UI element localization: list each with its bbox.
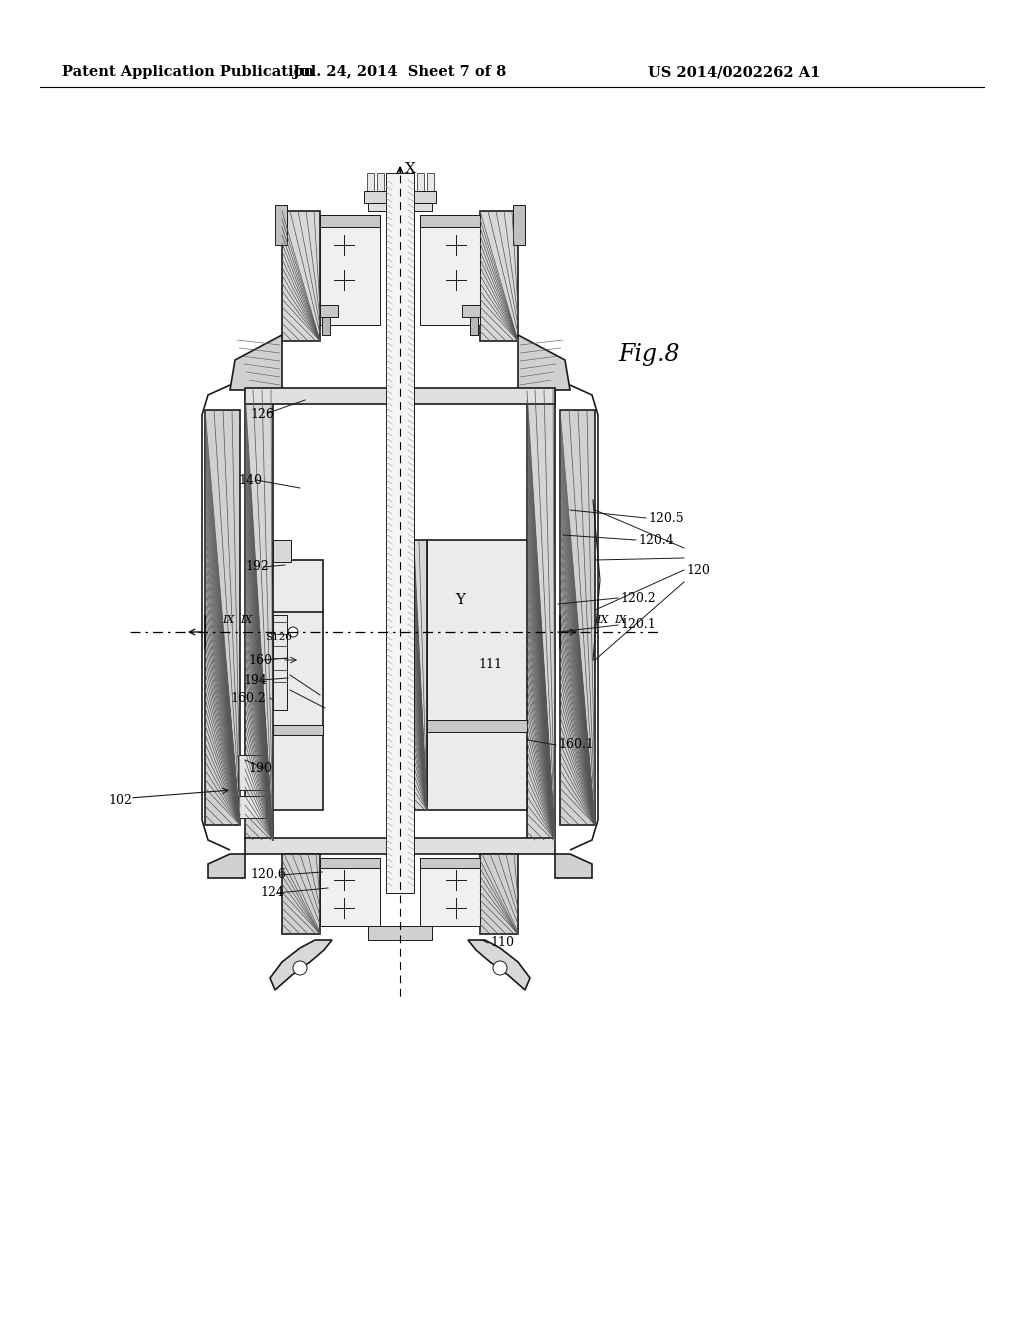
Bar bbox=[245, 388, 555, 404]
Bar bbox=[273, 615, 287, 710]
Text: US 2014/0202262 A1: US 2014/0202262 A1 bbox=[647, 65, 820, 79]
Bar bbox=[273, 560, 323, 612]
Bar bbox=[386, 173, 414, 894]
Bar bbox=[480, 211, 518, 341]
Polygon shape bbox=[230, 335, 282, 389]
Bar bbox=[397, 173, 404, 191]
Bar bbox=[480, 854, 518, 935]
Text: Patent Application Publication: Patent Application Publication bbox=[62, 65, 314, 79]
Text: 124: 124 bbox=[260, 887, 284, 899]
Text: 110: 110 bbox=[490, 936, 514, 949]
Bar bbox=[513, 205, 525, 246]
Bar bbox=[245, 838, 555, 854]
Bar bbox=[273, 610, 323, 810]
Bar bbox=[245, 389, 273, 840]
Text: 160.2: 160.2 bbox=[230, 692, 266, 705]
Bar bbox=[322, 315, 330, 335]
Polygon shape bbox=[208, 854, 245, 878]
Bar bbox=[364, 191, 436, 203]
Text: 111: 111 bbox=[478, 659, 502, 672]
Bar bbox=[205, 411, 240, 825]
Circle shape bbox=[288, 627, 298, 638]
Bar bbox=[275, 205, 287, 246]
Bar bbox=[414, 540, 427, 810]
Bar bbox=[319, 215, 380, 325]
Bar bbox=[282, 211, 319, 341]
Bar bbox=[427, 540, 527, 810]
Text: IX: IX bbox=[614, 615, 627, 624]
Bar bbox=[470, 315, 478, 335]
Bar bbox=[319, 305, 338, 317]
Bar bbox=[427, 719, 527, 733]
Text: 160: 160 bbox=[248, 653, 272, 667]
Bar bbox=[560, 411, 595, 825]
Polygon shape bbox=[270, 940, 332, 990]
Text: IX: IX bbox=[240, 615, 252, 624]
Text: 102: 102 bbox=[108, 793, 132, 807]
Text: Y: Y bbox=[455, 593, 465, 607]
Bar bbox=[368, 927, 432, 940]
Text: 120.1: 120.1 bbox=[620, 619, 655, 631]
Bar bbox=[238, 755, 266, 789]
Text: 160.1: 160.1 bbox=[558, 738, 594, 751]
Bar bbox=[420, 858, 480, 927]
Bar bbox=[238, 796, 266, 818]
Polygon shape bbox=[518, 335, 570, 389]
Text: Fig.8: Fig.8 bbox=[618, 343, 680, 367]
Text: 120.4: 120.4 bbox=[638, 533, 674, 546]
Bar bbox=[368, 203, 432, 211]
Text: 120.5: 120.5 bbox=[648, 511, 684, 524]
Bar bbox=[427, 173, 434, 191]
Text: 140: 140 bbox=[238, 474, 262, 487]
Text: IX: IX bbox=[222, 615, 234, 624]
Bar bbox=[462, 305, 480, 317]
Bar bbox=[420, 858, 480, 869]
Bar bbox=[407, 173, 414, 191]
Text: S120: S120 bbox=[265, 632, 292, 642]
Bar bbox=[417, 173, 424, 191]
Bar bbox=[527, 389, 555, 840]
Bar bbox=[420, 215, 480, 227]
Text: 192: 192 bbox=[245, 561, 268, 573]
Text: Jul. 24, 2014  Sheet 7 of 8: Jul. 24, 2014 Sheet 7 of 8 bbox=[293, 65, 507, 79]
Bar bbox=[273, 540, 291, 562]
Text: 190: 190 bbox=[248, 762, 272, 775]
Text: IX: IX bbox=[596, 615, 608, 624]
Polygon shape bbox=[468, 940, 530, 990]
Bar bbox=[377, 173, 384, 191]
Bar bbox=[273, 725, 323, 735]
Text: 194: 194 bbox=[243, 673, 267, 686]
Text: 120.6: 120.6 bbox=[250, 869, 286, 882]
Text: 120.2: 120.2 bbox=[620, 591, 655, 605]
Bar bbox=[420, 215, 480, 325]
Bar bbox=[282, 854, 319, 935]
Polygon shape bbox=[555, 854, 592, 878]
Bar bbox=[319, 215, 380, 227]
Text: 126: 126 bbox=[250, 408, 273, 421]
Bar bbox=[319, 858, 380, 869]
Bar bbox=[319, 858, 380, 927]
Bar bbox=[387, 173, 394, 191]
Text: 120: 120 bbox=[686, 564, 710, 577]
Text: X: X bbox=[406, 162, 416, 176]
Circle shape bbox=[293, 961, 307, 975]
Circle shape bbox=[493, 961, 507, 975]
Bar bbox=[367, 173, 374, 191]
